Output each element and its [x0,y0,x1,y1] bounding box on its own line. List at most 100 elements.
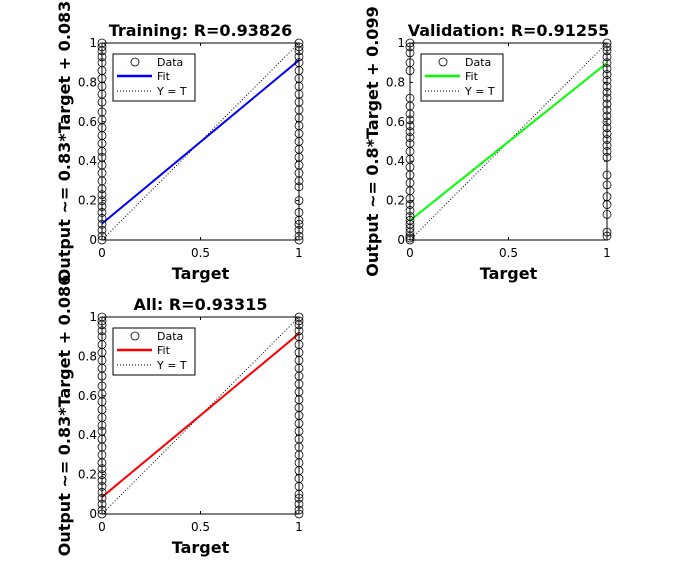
data-point [97,196,107,206]
data-point [97,312,107,322]
data-point [97,107,107,117]
data-point [294,312,304,322]
data-point [294,225,304,235]
fit-line [102,332,299,498]
data-point [602,42,612,52]
legend-data-marker [130,331,140,341]
data-point [97,42,107,52]
data-point [97,190,107,200]
plot-marks [102,43,299,240]
y-axis-label: Output ~= 0.83*Target + 0.083 [55,1,74,283]
legend-data-label: Data [157,330,183,343]
data-point [97,235,107,245]
plot-marks [102,317,299,514]
legend-yt-label: Y = T [156,85,187,98]
data-point [602,170,612,180]
legend-yt-label: Y = T [156,359,187,372]
data-point [294,493,304,503]
chart-panel-2: Validation: R=0.91255 0 0.5 1 0 0.2 0.4 0.6 0.8 1… [363,6,612,283]
x-axis-label: Target [172,538,230,557]
data-point [602,152,612,162]
data-point [97,58,107,68]
x-tick-label: 0 [98,520,106,534]
chart-title: All: R=0.93315 [134,295,268,314]
y-tick-label: 0 [397,233,405,247]
data-point [602,105,612,115]
data-point [97,213,107,223]
data-point [97,482,107,491]
data-point [97,208,107,217]
y-tick-label: 0.6 [78,389,97,403]
data-point [405,127,415,137]
data-point [294,509,304,519]
x-tick-label: 1 [295,520,303,534]
data-point [405,58,415,68]
data-point [294,196,304,206]
y-tick-label: 0 [89,233,97,247]
data-point [97,505,107,515]
y-tick-label: 0.6 [78,115,97,129]
data-point [602,76,612,85]
data-point [294,219,304,229]
data-point [294,208,304,217]
data-point [405,200,415,209]
data-point [602,70,612,79]
data-point [97,509,107,519]
x-tick-label: 1 [295,246,303,260]
data-point [294,332,304,342]
fit-line [102,59,299,225]
plot-marks [410,43,607,240]
x-tick-label: 0.5 [191,520,210,534]
data-point [294,235,304,245]
data-point [97,426,107,436]
legend-data-marker [438,57,448,67]
y-tick-label: 0.8 [386,75,405,89]
data-point [97,225,107,235]
data-point [602,87,612,97]
data-point [602,129,612,139]
y-tick-label: 0.4 [78,428,97,442]
y-tick-label: 0.4 [78,154,97,168]
data-point [405,38,415,48]
y-tick-label: 0.8 [78,349,97,363]
y-tick-label: 0.4 [386,154,405,168]
y-tick-label: 0.2 [386,194,405,208]
data-point [602,58,612,68]
data-point [602,135,612,144]
data-point [405,48,415,58]
y-tick-label: 0.2 [78,194,97,208]
data-point [97,499,107,509]
data-point [294,42,304,52]
legend-box [112,53,196,102]
y-tick-label: 0.2 [78,468,97,482]
x-tick-label: 0.5 [499,246,518,260]
data-point [405,211,415,221]
y-axis-label: Output ~= 0.8*Target + 0.099 [363,6,382,276]
y-axis-label: Output ~= 0.83*Target + 0.086 [55,275,74,557]
data-point [602,117,612,127]
data-point [97,332,107,342]
x-axis-label: Target [480,264,538,283]
legend-fit-label: Fit [465,70,479,83]
data-point [602,111,612,121]
data-point [294,52,304,62]
data-point [405,121,415,131]
y-tick-label: 1 [397,36,405,50]
data-point [294,499,304,509]
legend-fit-label: Fit [157,344,171,357]
data-point [602,209,612,219]
data-point [602,81,612,91]
x-tick-label: 0 [406,246,414,260]
chart-title: Training: R=0.93826 [109,21,293,40]
data-point [405,139,415,148]
data-point [97,202,107,211]
y-tick-label: 1 [89,36,97,50]
data-point [97,326,107,336]
y-tick-label: 0.8 [78,75,97,89]
chart-panel-3: All: R=0.93315 0 0.5 1 0 0.2 0.4 0.6 0.8 1 Target O… [55,275,304,557]
data-point [97,476,107,485]
